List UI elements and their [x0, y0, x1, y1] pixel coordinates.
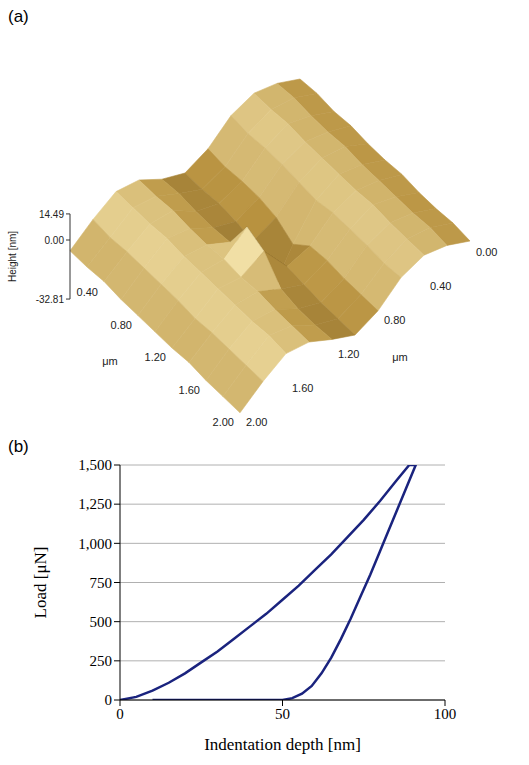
svg-text:100: 100 [434, 706, 457, 722]
svg-text:1.20: 1.20 [145, 351, 166, 363]
svg-text:0: 0 [116, 706, 124, 722]
svg-text:Height [nm]: Height [nm] [7, 231, 18, 282]
svg-text:-32.81: -32.81 [36, 294, 65, 305]
svg-text:0.00: 0.00 [45, 235, 65, 246]
svg-text:250: 250 [90, 653, 113, 669]
svg-text:Indentation depth [nm]: Indentation depth [nm] [204, 735, 361, 754]
svg-text:(a): (a) [8, 7, 29, 26]
svg-text:1,250: 1,250 [78, 496, 112, 512]
svg-text:μm: μm [102, 355, 118, 367]
svg-text:0.00: 0.00 [476, 246, 497, 258]
svg-text:1.20: 1.20 [338, 348, 359, 360]
html-text:(b): (b) [8, 437, 29, 456]
svg-text:1.60: 1.60 [179, 384, 200, 396]
svg-text:Load [μN]: Load [μN] [31, 547, 50, 619]
svg-text:1,500: 1,500 [78, 457, 112, 473]
svg-text:0.40: 0.40 [430, 280, 451, 292]
svg-text:0.80: 0.80 [111, 319, 132, 331]
svg-text:μm: μm [392, 351, 408, 363]
svg-text:2.00: 2.00 [213, 416, 234, 428]
svg-text:0: 0 [105, 692, 113, 708]
svg-text:1,000: 1,000 [78, 536, 112, 552]
svg-text:750: 750 [90, 575, 113, 591]
svg-text:1.60: 1.60 [292, 382, 313, 394]
svg-text:50: 50 [275, 706, 290, 722]
svg-text:2.00: 2.00 [246, 416, 267, 428]
svg-text:500: 500 [90, 614, 113, 630]
svg-text:0.80: 0.80 [384, 314, 405, 326]
svg-text:0.40: 0.40 [77, 286, 98, 298]
svg-text:14.49: 14.49 [39, 209, 64, 220]
